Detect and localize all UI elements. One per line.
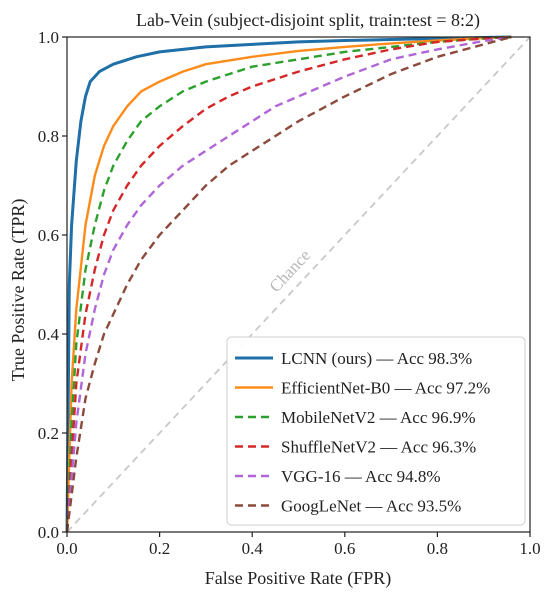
series-line-1 <box>65 35 512 533</box>
series-line-5 <box>65 35 512 533</box>
series-line-3 <box>65 35 512 533</box>
series-line-2 <box>65 35 512 533</box>
axes: 0.0 0.2 0.4 0.6 0.8 1.0 0.0 0.2 0.4 0.6 0.8 1.0 <box>38 28 541 558</box>
legend-box <box>226 336 526 526</box>
chance-line <box>66 36 531 533</box>
y-tick-label: 0.6 <box>38 226 59 245</box>
legend-label-1: LCNN (ours) — Acc 98.3% <box>281 349 472 368</box>
series-line-4 <box>65 35 512 533</box>
chart-title: Lab-Vein (subject-disjoint split, train:… <box>136 10 480 31</box>
y-axis-label: True Positive Rate (TPR) <box>8 199 29 382</box>
x-tick-label: 0.6 <box>334 539 355 558</box>
legend: LCNN (ours) — Acc 98.3% EfficientNet-B0 —… <box>226 336 526 526</box>
legend-label-2: EfficientNet-B0 — Acc 97.2% <box>281 379 490 398</box>
y-tick-label: 0.2 <box>38 424 59 443</box>
x-tick-label: 0.8 <box>427 539 448 558</box>
legend-label-6: GoogLeNet — Acc 93.5% <box>281 497 461 516</box>
chance-label: Chance <box>266 246 315 296</box>
y-tick-label: 0.4 <box>38 325 60 344</box>
series-line-6 <box>65 35 512 533</box>
legend-label-4: ShuffleNetV2 — Acc 96.3% <box>281 438 476 457</box>
x-tick-label: 0.2 <box>149 539 170 558</box>
x-tick-label: 1.0 <box>519 539 540 558</box>
x-tick-label: 0.0 <box>56 539 77 558</box>
legend-label-3: MobileNetV2 — Acc 96.9% <box>281 408 476 427</box>
plot-frame <box>66 36 531 533</box>
x-axis-label: False Positive Rate (FPR) <box>205 568 392 589</box>
legend-label-5: VGG-16 — Acc 94.8% <box>281 467 441 486</box>
y-tick-label: 0.8 <box>38 127 59 146</box>
y-tick-label: 0.0 <box>38 523 59 542</box>
y-tick-label: 1.0 <box>38 28 59 47</box>
x-tick-label: 0.4 <box>242 539 264 558</box>
